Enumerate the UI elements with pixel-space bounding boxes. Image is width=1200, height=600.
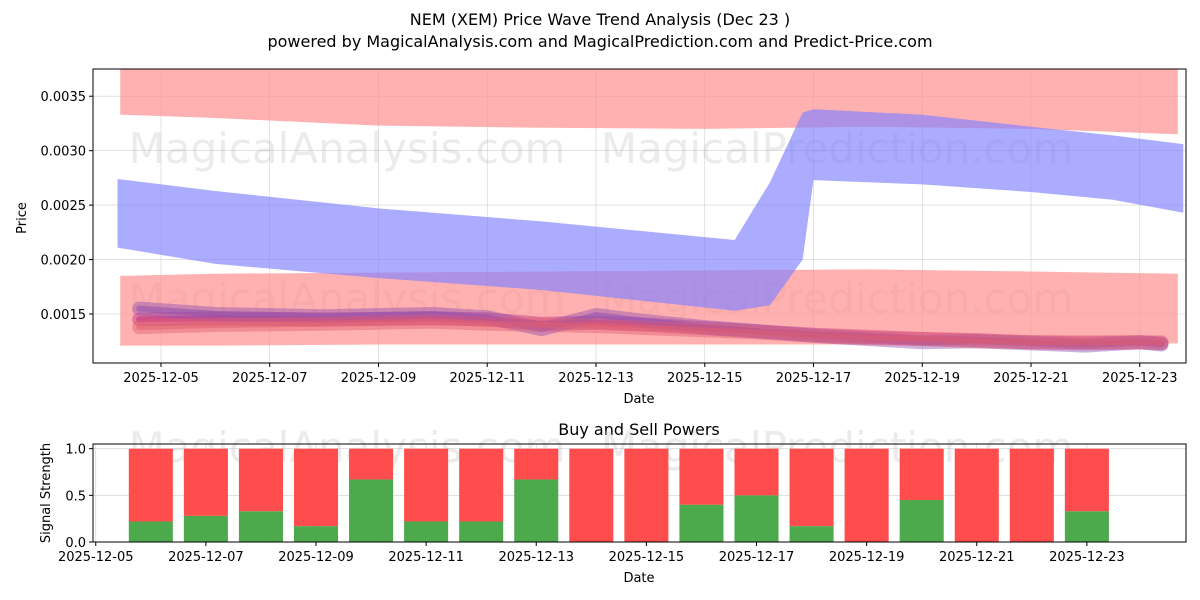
signal-x-tick-label: 2025-12-23 [1049,550,1125,565]
signal-x-tick-label: 2025-12-19 [829,550,905,565]
price-panel-y-label: Price [15,202,30,234]
signal-x-tick-label: 2025-12-13 [498,550,574,565]
sell-bar [404,448,449,522]
sell-bar [734,448,779,496]
price-x-tick-label: 2025-12-23 [1102,371,1178,386]
price-x-tick-label: 2025-12-13 [558,371,634,386]
price-x-tick-label: 2025-12-19 [884,371,960,386]
price-panel-y-axis: 0.0015 0.0020 0.0025 0.0030 0.0035 [41,90,93,323]
watermark-magical-prediction: MagicalPrediction.com [601,423,1074,472]
signal-panel-frame [92,443,1187,543]
signal-bars [128,448,1109,542]
chart-subtitle: powered by MagicalAnalysis.com and Magic… [267,32,932,51]
signal-x-tick-label: 2025-12-09 [278,550,354,565]
lower-red-band [120,269,1178,346]
sell-bar [349,448,394,480]
sell-bar [1064,448,1109,512]
signal-x-tick-label: 2025-12-21 [939,550,1015,565]
sell-bar [128,448,173,522]
sell-bar [844,448,889,542]
price-x-tick-label: 2025-12-09 [341,371,417,386]
buy-bar [128,521,173,542]
price-x-tick-label: 2025-12-17 [776,371,852,386]
price-y-tick-label: 0.0035 [41,90,87,105]
signal-panel-x-label: Date [623,571,654,586]
price-panel-frame [92,68,1187,364]
signal-panel-watermark: MagicalAnalysis.com MagicalPrediction.co… [129,423,1074,472]
signal-y-tick-label: 0.0 [65,536,86,551]
price-x-tick-label: 2025-12-11 [449,371,525,386]
sell-bar [624,448,669,542]
buy-bar [459,521,504,542]
buy-bar [679,504,724,542]
price-wave-3 [136,318,1165,346]
buy-bar [293,526,339,542]
chart-title: NEM (XEM) Price Wave Trend Analysis (Dec… [410,10,790,29]
price-y-tick-label: 0.0025 [41,199,87,214]
signal-y-tick-label: 0.5 [65,489,86,504]
signal-panel: Buy and Sell Powers MagicalAnalysis.com … [39,420,1187,586]
price-x-tick-label: 2025-12-07 [232,371,308,386]
sell-bar [183,448,228,516]
buy-bar [899,500,944,542]
price-x-tick-label: 2025-12-21 [993,371,1069,386]
price-panel-x-axis: 2025-12-05 2025-12-07 2025-12-09 2025-12-11… [123,363,1178,386]
signal-x-tick-label: 2025-12-17 [719,550,795,565]
sell-bar [954,448,999,542]
price-y-tick-label: 0.0015 [41,308,87,323]
signal-x-tick-label: 2025-12-11 [388,550,464,565]
price-x-tick-label: 2025-12-05 [123,371,199,386]
buy-bar [238,511,283,542]
sell-bar [679,448,724,505]
buy-bar [514,479,559,542]
buy-bar [789,526,834,542]
sell-bar [238,448,283,512]
signal-panel-title: Buy and Sell Powers [558,420,720,439]
buy-bar [1064,511,1109,542]
sell-bar [1009,448,1054,542]
sell-bar [569,448,614,542]
buy-bar [404,521,449,542]
price-panel-x-label: Date [623,392,654,407]
sell-bar [514,448,559,480]
price-panel: MagicalAnalysis.com MagicalPrediction.co… [15,68,1187,407]
signal-x-tick-label: 2025-12-05 [58,550,134,565]
sell-bar [789,448,834,527]
buy-bar [349,479,394,542]
buy-bar [734,495,779,542]
buy-bar [183,515,228,542]
watermark-magical-analysis: MagicalAnalysis.com [129,124,566,173]
sell-bar [459,448,504,522]
signal-panel-y-label: Signal Strength [39,443,54,543]
sell-bar [899,448,944,500]
sell-bar [293,448,339,527]
price-y-tick-label: 0.0020 [41,254,87,269]
blue-wave-band [117,109,1184,311]
price-bands [117,69,1184,346]
signal-panel-y-axis: 0.0 0.5 1.0 [65,443,93,551]
price-wave-lines [132,301,1169,353]
signal-y-tick-label: 1.0 [65,443,86,458]
signal-x-tick-label: 2025-12-15 [609,550,685,565]
signal-x-tick-label: 2025-12-07 [168,550,244,565]
price-y-tick-label: 0.0030 [41,145,87,160]
signal-panel-x-axis: 2025-12-05 2025-12-07 2025-12-09 2025-12-11… [58,542,1125,565]
price-x-tick-label: 2025-12-15 [667,371,743,386]
